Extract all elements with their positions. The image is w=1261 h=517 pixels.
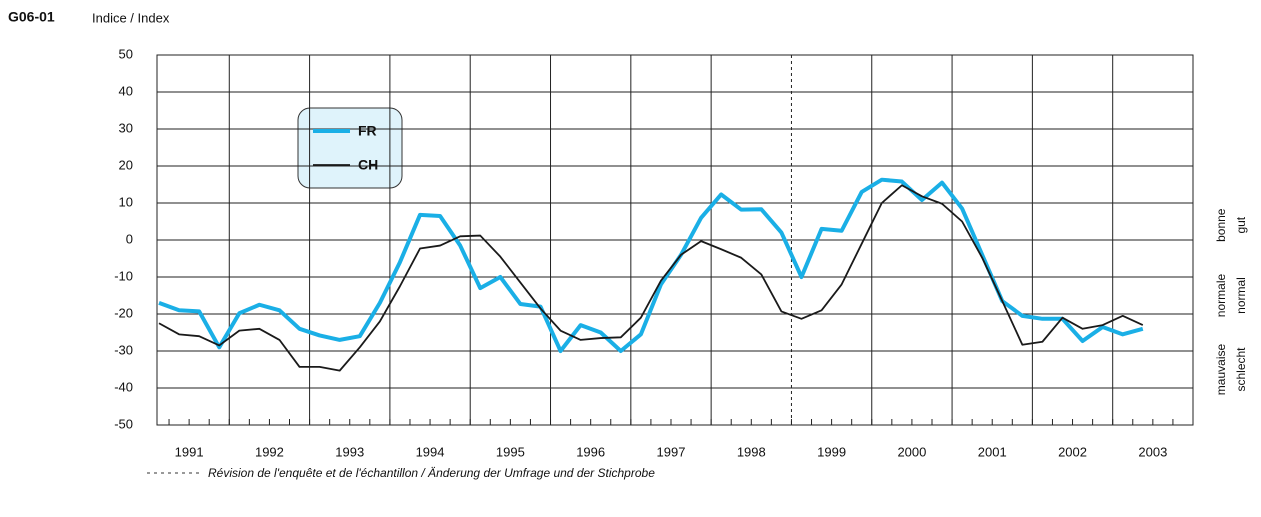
side-label: normale (1214, 274, 1228, 318)
y-tick-label: 10 (119, 194, 133, 209)
y-tick-label: -10 (114, 268, 133, 283)
x-tick-label: 1998 (737, 444, 766, 459)
y-axis-label: Indice / Index (92, 10, 170, 25)
side-label: gut (1234, 216, 1248, 233)
x-tick-label: 1995 (496, 444, 525, 459)
y-tick-label: -20 (114, 305, 133, 320)
side-label: mauvaise (1214, 343, 1228, 395)
x-tick-label: 2001 (978, 444, 1007, 459)
x-tick-label: 2003 (1138, 444, 1167, 459)
x-tick-label: 2000 (897, 444, 926, 459)
chart-code: G06-01 (8, 9, 55, 25)
y-tick-label: -30 (114, 342, 133, 357)
side-label: bonne (1214, 208, 1228, 242)
series-line (158, 177, 1144, 353)
x-tick-label: 2002 (1058, 444, 1087, 459)
x-tick-label: 1991 (175, 444, 204, 459)
y-tick-label: -40 (114, 379, 133, 394)
x-tick-label: 1997 (657, 444, 686, 459)
x-tick-label: 1992 (255, 444, 284, 459)
x-tick-label: 1999 (817, 444, 846, 459)
legend-box (297, 107, 403, 189)
y-tick-label: 50 (119, 46, 133, 61)
y-tick-label: 40 (119, 83, 133, 98)
y-tick-label: 30 (119, 120, 133, 135)
series-line (158, 184, 1144, 372)
x-tick-label: 1993 (335, 444, 364, 459)
legend-label: FR (358, 123, 377, 139)
y-tick-label: 0 (126, 231, 133, 246)
side-label: schlecht (1234, 347, 1248, 392)
side-label: normal (1234, 277, 1248, 314)
x-tick-label: 1996 (576, 444, 605, 459)
x-tick-label: 1994 (416, 444, 445, 459)
annotation: Révision de l'enquête et de l'échantillo… (208, 466, 655, 480)
y-tick-label: -50 (114, 416, 133, 431)
y-tick-label: 20 (119, 157, 133, 172)
legend-label: CH (358, 157, 378, 173)
